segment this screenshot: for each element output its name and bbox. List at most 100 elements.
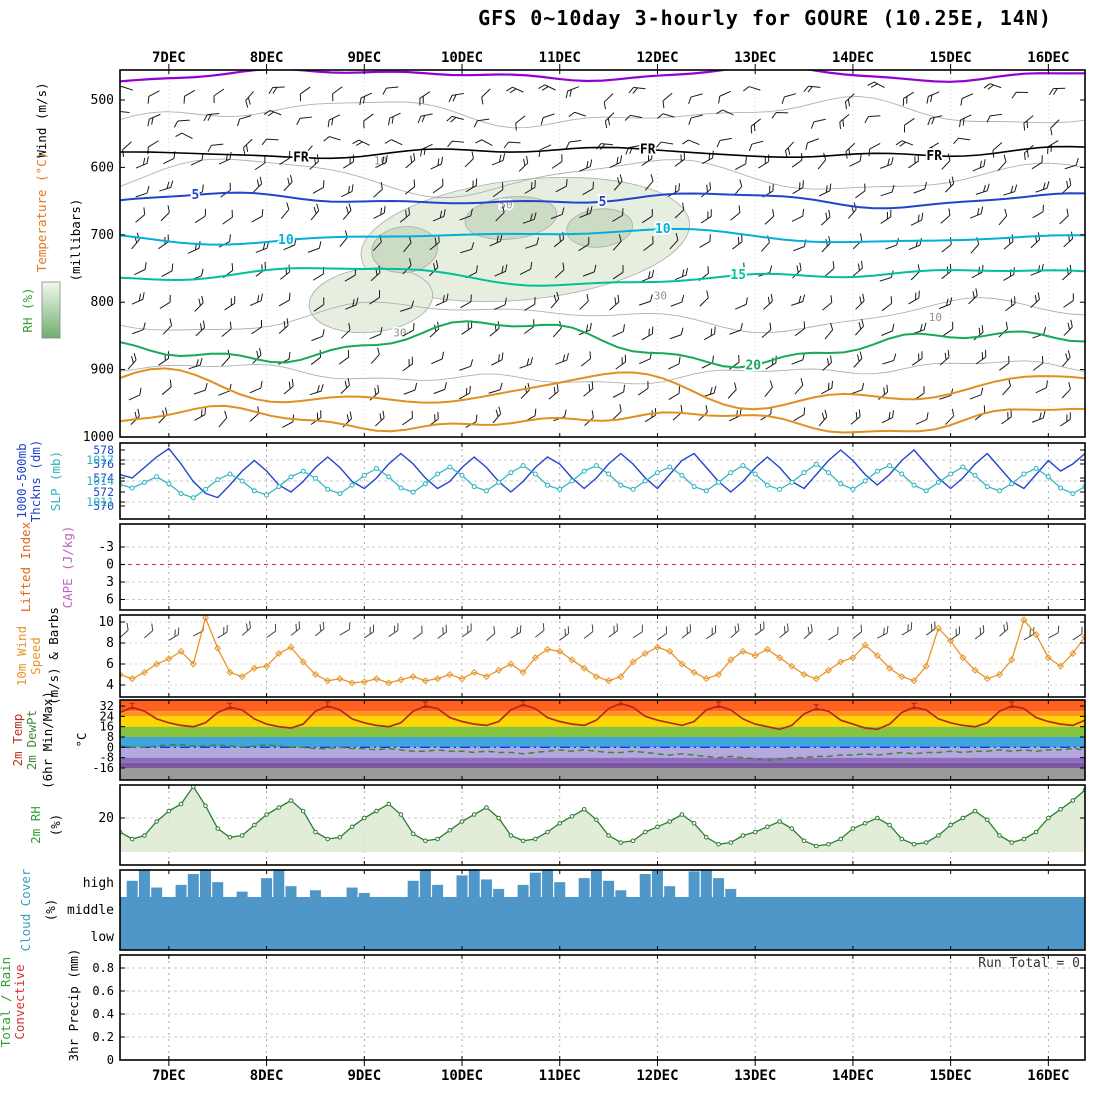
cloud-panel (120, 870, 1085, 950)
side-label-18: Cloud Cover (18, 868, 33, 951)
y-tick-label: 0.6 (92, 984, 114, 998)
panel-border-p8 (119, 954, 1086, 1061)
side-label-9: 10m Wind (14, 626, 29, 686)
rh-contour-label: 30 (393, 327, 406, 340)
li-cape-panel (120, 524, 1085, 610)
side-label-6: SLP (mb) (48, 451, 63, 511)
contour-label: 20 (745, 359, 761, 374)
y-tick-label: -8 (100, 751, 114, 765)
date-label-top: 12DEC (636, 50, 678, 66)
date-label-top: 10DEC (441, 50, 483, 66)
thickness-series (120, 447, 1085, 499)
contour-15 (120, 267, 1085, 287)
thickness-slp-panel (120, 443, 1085, 519)
side-label-8: CAPE (J/kg) (60, 526, 75, 609)
date-label-top: 8DEC (250, 50, 284, 66)
y-tick-label: 700 (91, 228, 114, 243)
y-tick-label: 800 (91, 295, 114, 310)
y-tick-label: 3 (106, 575, 114, 590)
rh-contour-label: 10 (929, 311, 942, 324)
y-tick-label: 500 (91, 93, 114, 108)
temp-contours: -5 FR FR FR 5 5 10 10 15 20 (120, 59, 1085, 434)
side-label-10: Speed (28, 637, 43, 675)
contour-label: FR (640, 142, 656, 157)
contour--5 (120, 70, 1085, 83)
contour-5 (120, 191, 1085, 210)
y-tick-label: -3 (98, 540, 114, 555)
y-tick-label: -16 (92, 761, 114, 775)
rh-legend-colorbar (41, 281, 61, 339)
rh2m-fill (120, 786, 1085, 852)
side-label-2: RH (%) (20, 287, 35, 332)
contour-FR (120, 145, 1085, 160)
date-label-top: 15DEC (930, 50, 972, 66)
panel-border-p4 (119, 614, 1086, 698)
y-tick-label: 600 (91, 160, 114, 175)
y-tick-label: 574 (93, 471, 114, 485)
side-label-19: (%) (43, 899, 58, 922)
panel-border-p7 (119, 869, 1086, 951)
run-total-label: Run Total = 0 (978, 956, 1080, 971)
y-tick-label: 1017 (86, 453, 114, 467)
y-tick-label: 8 (107, 730, 114, 744)
panel-border-p1 (119, 69, 1086, 438)
rh-contours (120, 95, 1085, 385)
cloud-high-bars (126, 870, 737, 897)
panel-border-p6 (119, 784, 1086, 866)
dewpt2m-series (120, 744, 1085, 762)
upper-wind-barbs (120, 81, 1079, 428)
y-tick-label: 900 (91, 363, 114, 378)
y-tick-label: 10 (98, 615, 114, 630)
contour-label: 5 (191, 188, 199, 203)
date-labels: 7DEC 7DEC 8DEC 8DEC 9DEC 9DEC 10DEC 10DEC 11DEC 1… (152, 50, 1069, 1084)
contour-label: 10 (278, 233, 294, 248)
side-label-11: (m/s) & Barbs (46, 607, 61, 705)
date-label-top: 7DEC (152, 50, 186, 66)
contour-label: 5 (599, 195, 607, 210)
wind10m-barbs (120, 620, 1083, 641)
side-label-21: Convective (12, 964, 27, 1039)
contour-label: FR (293, 151, 309, 166)
cloud-row-label: high (83, 876, 114, 891)
date-label-bottom: 16DEC (1027, 1068, 1069, 1084)
date-label-top: 13DEC (734, 50, 776, 66)
date-label-top: 14DEC (832, 50, 874, 66)
chart-title: GFS 0~10day 3-hourly for GOURE (10.25E, … (478, 6, 1052, 30)
date-label-bottom: 13DEC (734, 1068, 776, 1084)
side-label-4: 1000-500mb (14, 443, 29, 518)
y-tick-label: 1014 (86, 474, 114, 488)
contour-orange (120, 367, 1085, 411)
y-tick-label: 0 (107, 1053, 114, 1067)
y-tick-label: 6 (106, 593, 114, 608)
temp2m-series (120, 702, 1085, 731)
contour-label: -5 (776, 59, 792, 74)
date-label-top: 9DEC (347, 50, 381, 66)
side-label-13: 2m DewPt (24, 710, 39, 770)
y-tick-label: 0 (106, 558, 114, 573)
date-label-bottom: 11DEC (539, 1068, 581, 1084)
side-label-7: Lifted Index (18, 521, 33, 612)
y-tick-label: 570 (93, 499, 114, 513)
side-label-3: (millibars) (68, 199, 83, 282)
date-label-bottom: 8DEC (250, 1068, 284, 1084)
panel-border-p3 (119, 523, 1086, 611)
side-label-1: Temperature (°C) (34, 152, 49, 272)
y-tick-label: 578 (93, 443, 114, 457)
date-label-bottom: 10DEC (441, 1068, 483, 1084)
date-label-bottom: 15DEC (930, 1068, 972, 1084)
y-tick-label: 0.4 (92, 1007, 114, 1021)
precip-panel: Run Total = 0 (120, 955, 1085, 1060)
rh-shading (308, 177, 690, 334)
side-label-17: (%) (48, 814, 63, 837)
date-label-bottom: 12DEC (636, 1068, 678, 1084)
cloud-base-fill (120, 897, 1085, 950)
y-tick-label: 16 (100, 720, 114, 734)
contour-label: FR (926, 149, 942, 164)
rh2m-panel (120, 785, 1085, 865)
y-tick-label: 0.8 (92, 961, 114, 975)
contour-20 (120, 320, 1085, 369)
date-label-bottom: 7DEC (152, 1068, 186, 1084)
